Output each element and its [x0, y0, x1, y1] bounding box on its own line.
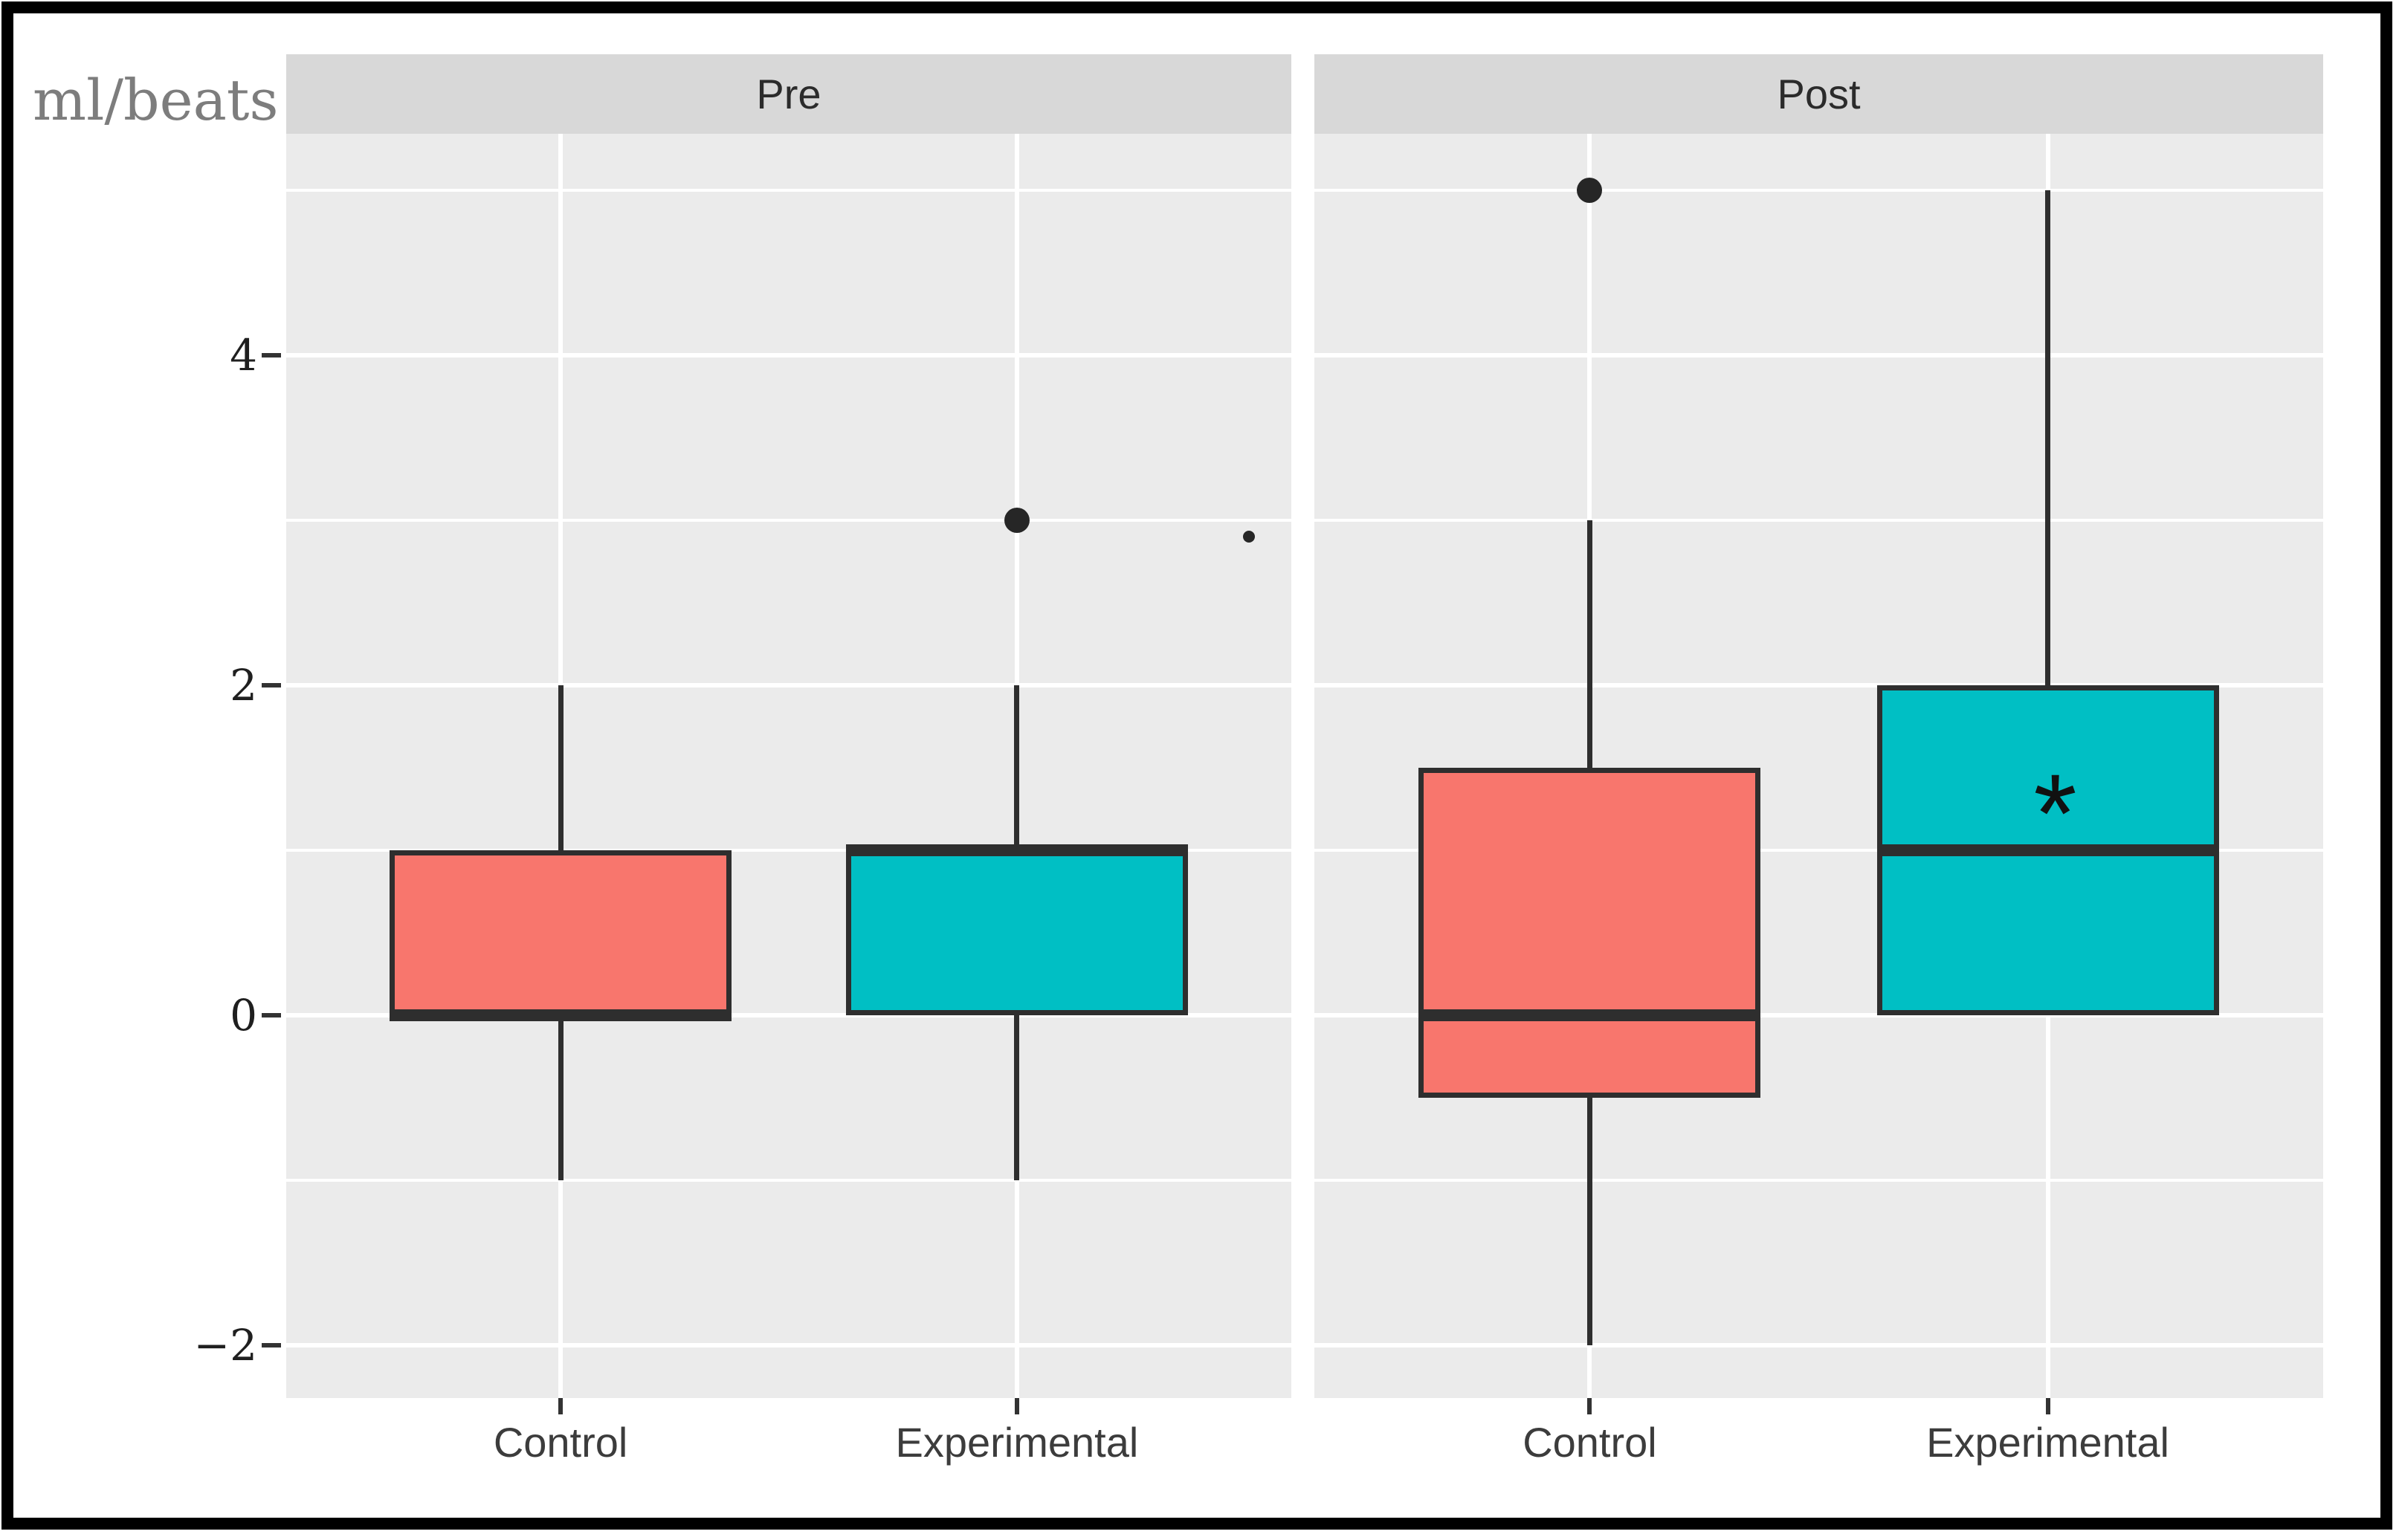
boxplot-median — [1876, 844, 2219, 856]
x-axis-tick — [1587, 1398, 1592, 1414]
boxplot-whisker-upper — [1586, 520, 1592, 768]
x-axis-tick — [558, 1398, 564, 1414]
stray-point — [1243, 531, 1256, 543]
boxplot-whisker-upper — [1014, 685, 1020, 850]
x-category-label: Control — [1523, 1419, 1657, 1466]
panel-pre — [286, 134, 1291, 1398]
y-axis-tick — [262, 1013, 281, 1017]
facet-strip-post: Post — [1314, 54, 2323, 134]
outlier-point — [1577, 178, 1603, 203]
gridline-major — [1314, 1343, 2323, 1348]
gridline-minor — [286, 1179, 1291, 1182]
boxplot-median — [845, 844, 1188, 856]
x-category-label: Control — [493, 1419, 628, 1466]
strip-label-pre: Pre — [756, 71, 821, 117]
boxplot-whisker-lower — [558, 1015, 564, 1180]
gridline-minor — [1314, 519, 2323, 522]
gridline-minor — [1314, 189, 2323, 192]
boxplot-whisker-lower — [1586, 1098, 1592, 1345]
gridline-minor — [286, 849, 1291, 852]
boxplot-box-control — [390, 850, 732, 1015]
boxplot-box-experimental — [845, 850, 1188, 1015]
facet-strip-pre: Pre — [286, 54, 1291, 134]
gridline-major — [1314, 1013, 2323, 1017]
gridline-minor — [1314, 1179, 2323, 1182]
gridline-major — [286, 353, 1291, 358]
x-category-label: Experimental — [895, 1419, 1139, 1466]
x-axis-tick — [1014, 1398, 1019, 1414]
x-category-label: Experimental — [1926, 1419, 2169, 1466]
boxplot-whisker-upper — [2045, 190, 2051, 685]
y-tick-label: 4 — [230, 330, 257, 381]
gridline-major — [1314, 683, 2323, 688]
outlier-point — [1004, 508, 1030, 533]
x-axis-tick — [2045, 1398, 2050, 1414]
boxplot-box-control — [1418, 768, 1761, 1098]
gridline-minor — [286, 519, 1291, 522]
gridline-major — [286, 1013, 1291, 1017]
y-axis-tick — [262, 683, 281, 688]
gridline-minor — [286, 189, 1291, 192]
boxplot-median — [1418, 1009, 1761, 1021]
gridline-major — [286, 1343, 1291, 1348]
boxplot-whisker-upper — [558, 685, 564, 850]
boxplot-whisker-lower — [1014, 1015, 1020, 1180]
y-tick-label: 2 — [230, 660, 257, 711]
y-tick-label: 0 — [230, 990, 257, 1041]
boxplot-median — [390, 1009, 732, 1021]
gridline-major — [1314, 353, 2323, 358]
significance-asterisk: * — [2033, 751, 2077, 876]
y-axis-tick — [262, 1343, 281, 1348]
y-tick-label: −2 — [193, 1320, 258, 1371]
gridline-major — [286, 683, 1291, 688]
gridline-minor — [1314, 849, 2323, 852]
y-axis-tick — [262, 353, 281, 358]
y-axis-unit-label: ml/beats — [33, 67, 279, 133]
strip-label-post: Post — [1777, 71, 1861, 117]
